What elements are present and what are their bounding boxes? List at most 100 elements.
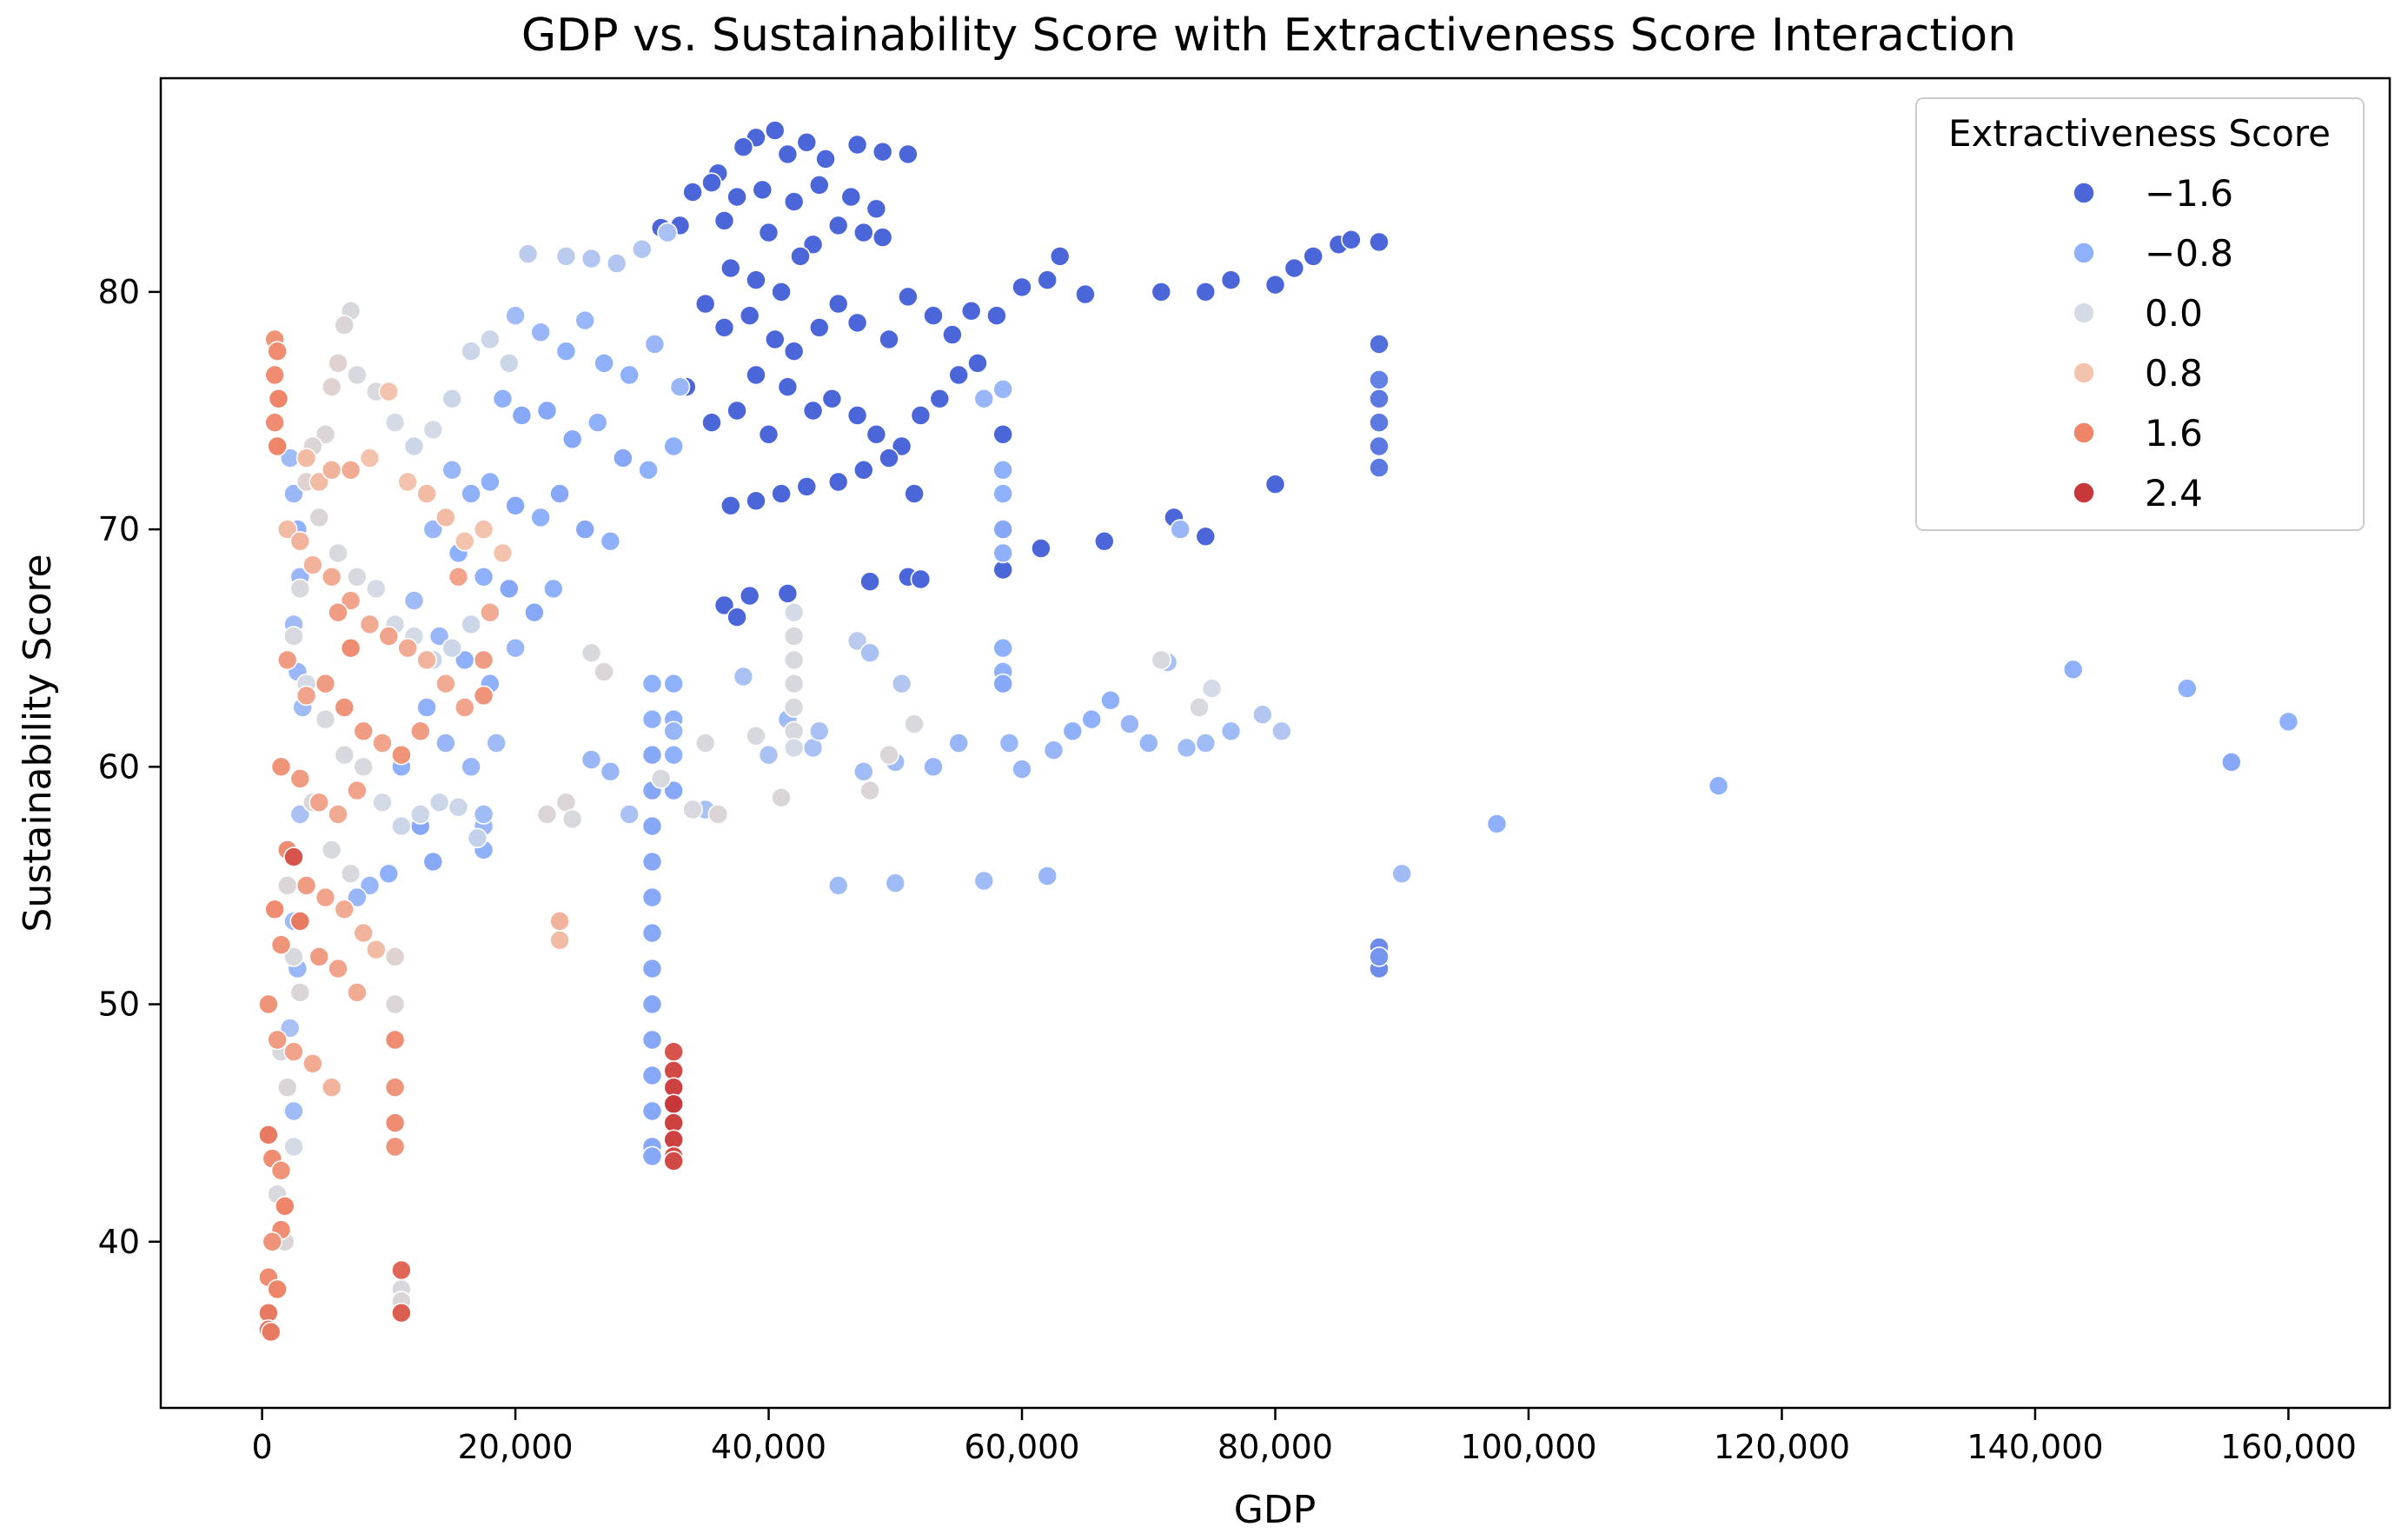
data-point (783, 601, 805, 623)
data-point (347, 982, 368, 1003)
data-point (638, 459, 659, 481)
data-point (872, 141, 893, 163)
data-point (267, 1029, 288, 1051)
data-point (713, 594, 735, 616)
data-point (391, 1259, 412, 1281)
data-point (340, 590, 362, 611)
data-point (441, 459, 463, 481)
data-point (929, 388, 951, 409)
data-point (511, 405, 533, 426)
data-point (384, 1136, 406, 1158)
data-point (663, 1093, 685, 1115)
data-point (992, 637, 1013, 659)
data-point (295, 875, 317, 896)
data-point (669, 376, 691, 398)
data-point (473, 804, 494, 825)
legend-marker (2073, 422, 2095, 444)
data-point (846, 405, 868, 426)
data-point (701, 412, 722, 434)
data-point (663, 673, 685, 694)
data-point (1220, 720, 1242, 742)
x-tick-label: 120,000 (1714, 1428, 1850, 1466)
data-point (852, 459, 874, 481)
data-point (885, 873, 906, 894)
data-point (276, 875, 298, 896)
data-point (378, 863, 400, 885)
data-point (641, 744, 663, 766)
data-point (777, 376, 799, 398)
data-point (1075, 283, 1096, 305)
data-point (910, 405, 932, 426)
data-point (422, 419, 444, 441)
data-point (308, 946, 330, 967)
data-point (549, 483, 570, 504)
data-point (796, 132, 818, 153)
data-point (802, 234, 824, 256)
data-point (802, 400, 824, 422)
data-point (701, 172, 722, 193)
data-point (302, 1053, 323, 1074)
data-point (498, 353, 520, 374)
data-point (992, 483, 1013, 504)
data-point (435, 507, 456, 528)
data-point (2062, 659, 2084, 680)
data-point (391, 1302, 412, 1324)
data-point (264, 899, 286, 920)
data-point (783, 697, 805, 718)
legend-title: Extractiveness Score (1948, 112, 2331, 155)
data-point (505, 637, 526, 659)
data-point (733, 136, 754, 157)
data-point (378, 381, 400, 402)
data-point (866, 198, 887, 220)
data-point (580, 749, 602, 770)
data-point (268, 388, 289, 409)
y-tick-label: 50 (98, 986, 140, 1024)
legend-box (1915, 97, 2365, 531)
data-point (641, 886, 663, 908)
data-point (321, 840, 342, 860)
data-point (549, 911, 570, 932)
data-point (644, 334, 666, 355)
y-axis-label: Sustainability Score (16, 554, 60, 932)
data-point (992, 673, 1013, 694)
data-point (739, 305, 760, 327)
data-point (473, 566, 494, 587)
data-point (365, 578, 387, 600)
data-point (328, 542, 348, 564)
data-point (663, 744, 685, 766)
data-point (827, 293, 849, 315)
data-point (289, 982, 311, 1003)
data-point (758, 222, 779, 243)
data-point (359, 448, 381, 468)
data-point (1369, 946, 1390, 967)
data-point (992, 519, 1013, 540)
data-point (1037, 269, 1058, 291)
data-point (391, 744, 412, 766)
data-point (1094, 530, 1115, 552)
data-point (992, 379, 1013, 400)
data-point (808, 720, 830, 742)
data-point (777, 583, 799, 604)
data-point (461, 614, 481, 635)
data-point (1031, 538, 1051, 559)
data-point (713, 317, 735, 338)
data-point (283, 846, 304, 867)
data-point (441, 637, 463, 659)
data-point (416, 483, 437, 504)
data-point (1012, 276, 1032, 298)
data-point (923, 756, 944, 778)
data-point (783, 673, 805, 694)
data-point (262, 1231, 283, 1252)
data-point (353, 720, 375, 742)
data-point (1264, 474, 1286, 495)
legend-label: 0.0 (2145, 292, 2203, 335)
data-point (587, 412, 608, 434)
data-point (1708, 775, 1729, 797)
data-point (641, 1145, 663, 1167)
data-point (270, 934, 292, 955)
data-point (998, 733, 1020, 753)
data-point (403, 435, 425, 457)
data-point (347, 886, 368, 908)
data-point (1391, 863, 1412, 885)
data-point (289, 530, 311, 552)
